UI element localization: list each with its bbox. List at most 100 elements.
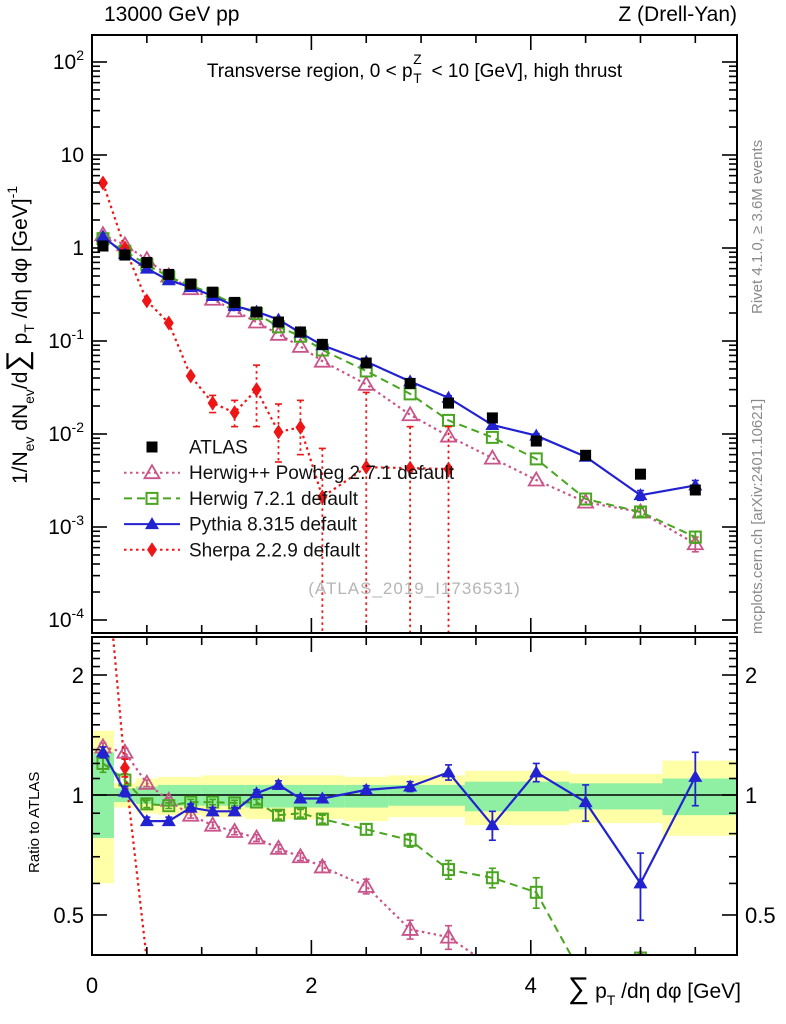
main-series-mc <box>102 235 699 502</box>
main-series-markers <box>97 240 701 496</box>
ratio-marker <box>247 828 266 845</box>
ratio-marker <box>578 795 593 808</box>
marker-square-filled <box>294 326 306 338</box>
axis-title-part: ev <box>21 437 37 452</box>
ratio-marker <box>225 822 244 838</box>
axis-title-part: p <box>9 333 32 351</box>
ratio-marker <box>293 791 308 804</box>
ratio-marker <box>439 927 458 944</box>
ratio-marker <box>249 786 264 799</box>
ratio-marker <box>485 818 500 831</box>
ratio-marker <box>291 847 310 864</box>
ratio-line <box>112 638 148 954</box>
marker-diamond-filled <box>207 395 218 411</box>
marker-square-filled <box>141 256 153 268</box>
panel-title-sub: T <box>413 70 422 86</box>
panel-title-post: < 10 [GeV], high thrust <box>426 61 623 83</box>
legend-label: Herwig++ Powheg 2.7.1 default <box>189 463 455 484</box>
header-beam-label: 13000 GeV pp <box>104 3 240 26</box>
axis-title-part: T <box>607 992 616 1008</box>
legend-marker <box>142 463 162 480</box>
series-line <box>102 233 696 545</box>
ratio-marker <box>403 833 417 847</box>
axis-title-part: -1 <box>4 186 20 199</box>
main-series-markers <box>97 175 454 505</box>
axis-title-part: ev <box>21 389 37 404</box>
legend-label: Pythia 8.315 default <box>189 515 358 536</box>
band-inner <box>344 784 389 808</box>
marker-square-open <box>403 387 417 401</box>
marker-diamond-filled <box>361 459 372 475</box>
y-tick-exp: 2 <box>76 47 84 63</box>
ratio-series <box>112 638 148 954</box>
ratio-marker <box>359 822 373 836</box>
marker-triangle-open <box>439 426 458 443</box>
marker-square-filled <box>634 468 646 480</box>
ratio-marker <box>359 782 374 795</box>
ratio-marker <box>139 814 154 827</box>
ratio-series <box>95 745 703 922</box>
legend-label: Sherpa 2.2.9 default <box>189 540 361 561</box>
ratio-marker <box>227 804 242 817</box>
marker-square-open <box>688 530 702 544</box>
legend-label: Herwig 7.2.1 default <box>189 489 359 510</box>
x-tick-label: 4 <box>525 973 537 998</box>
marker-diamond-filled <box>295 419 306 435</box>
ratio-marker <box>485 960 500 973</box>
axis-title-part: /dη dφ [GeV] <box>9 198 32 324</box>
marker-square-filled <box>443 397 455 409</box>
legend-marker <box>145 517 159 530</box>
marker-diamond-filled <box>163 315 174 331</box>
ratio-marker <box>313 857 332 874</box>
y-tick-label: 102 <box>53 47 84 74</box>
ratio-marker <box>315 791 330 804</box>
legend-label: ATLAS <box>189 438 248 459</box>
marker-square-filled <box>163 268 175 280</box>
y-tick-base: 10 <box>48 330 71 353</box>
rivet-version-note: Rivet 4.1.0, ≥ 3.6M events <box>749 139 766 314</box>
ratio-tick-label-right: 1 <box>745 783 757 808</box>
y-tick-label: 1 <box>72 237 84 260</box>
y-tick-exp: -1 <box>72 326 85 342</box>
marker-triangle-filled <box>485 417 500 430</box>
marker-diamond-filled <box>443 461 454 477</box>
ratio-marker <box>205 804 220 817</box>
axis-title-part: p <box>589 980 607 1003</box>
y-tick-label: 10-3 <box>48 512 84 539</box>
marker-triangle-open <box>357 375 376 391</box>
marker-triangle-open <box>576 492 595 509</box>
mcplots-arxiv-note: mcplots.cern.ch [arXiv:2401.10621] <box>749 398 766 634</box>
marker-square-filled <box>689 484 701 496</box>
x-axis-title: ∑ pT /dη dφ [GeV] <box>568 972 741 1008</box>
ratio-frame <box>91 636 738 956</box>
marker-square-filled <box>185 278 197 290</box>
ratio-marker <box>535 953 537 954</box>
header-process-label: Z (Drell-Yan) <box>618 3 737 26</box>
axis-title-part: dN <box>9 404 32 437</box>
main-y-axis-title: 1/Nev dNev/d∑ pT /dη dφ [GeV]-1 <box>1 186 37 484</box>
ratio-marker <box>117 784 132 797</box>
y-tick-base: 10 <box>48 609 71 632</box>
ratio-marker <box>271 777 286 790</box>
marker-triangle-filled <box>95 229 110 242</box>
y-tick-exp: -2 <box>72 419 85 435</box>
marker-triangle-open <box>291 337 310 353</box>
marker-diamond-filled <box>405 460 416 476</box>
marker-square-filled <box>360 357 372 369</box>
y-tick-label: 10-1 <box>48 326 84 353</box>
marker-square-open <box>442 413 456 427</box>
marker-square-filled <box>404 377 416 389</box>
marker-diamond-filled <box>185 368 196 384</box>
ratio-marker <box>485 871 499 885</box>
marker-square-filled <box>530 435 542 447</box>
ratio-tick-label-left: 1 <box>72 783 84 808</box>
marker-diamond-filled <box>97 175 108 191</box>
ratio-marker <box>115 742 134 759</box>
y-tick-base: 10 <box>61 144 84 167</box>
ratio-marker <box>140 797 154 811</box>
legend-marker <box>145 491 159 505</box>
ratio-marker <box>271 808 285 822</box>
